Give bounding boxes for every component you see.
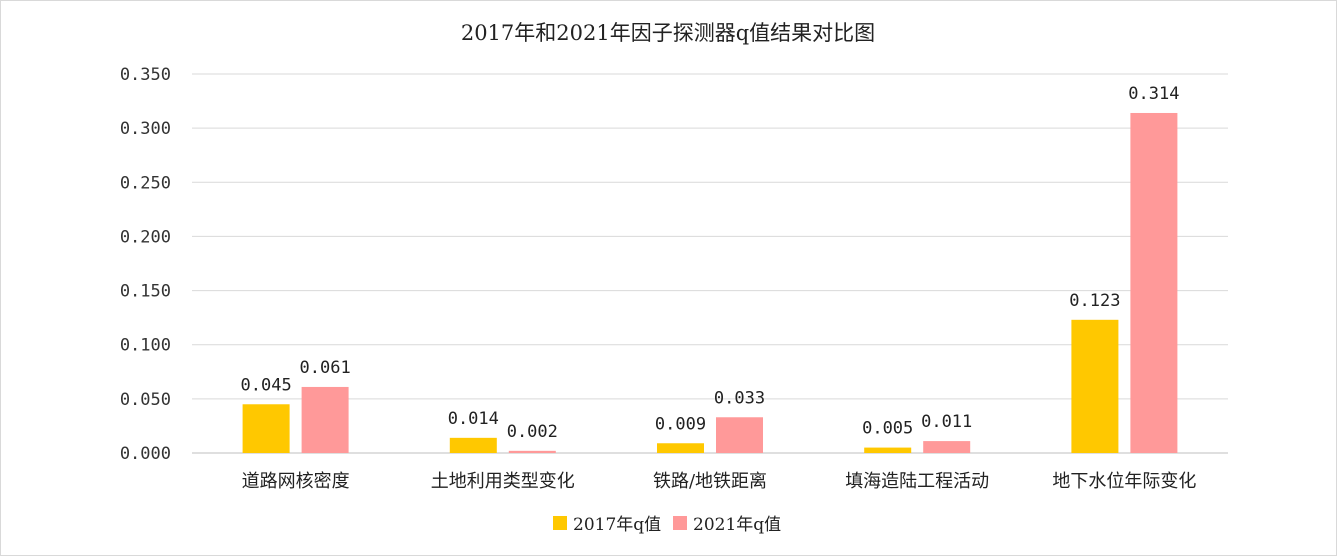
data-label: 0.009 [655,414,706,434]
x-axis: 道路网核密度 土地利用类型变化 铁路/地铁距离 填海造陆工程活动 地下水位年际变化 [242,471,1197,492]
data-label: 0.314 [1128,84,1179,104]
chart-title: 2017年和2021年因子探测器q值结果对比图 [461,21,875,45]
gridlines [192,73,1228,454]
x-category-label: 填海造陆工程活动 [845,471,989,492]
bar-2021-0 [301,386,349,453]
legend-label-0: 2017年q值 [573,515,661,535]
y-tick-label: 0.250 [120,173,171,193]
y-tick-label: 0.100 [120,336,171,356]
data-label: 0.014 [448,409,499,429]
bar-2021-1 [508,450,556,453]
x-category-label: 道路网核密度 [242,471,350,492]
data-label: 0.002 [507,422,558,442]
legend-label-1: 2021年q值 [693,515,781,535]
y-tick-label: 0.050 [120,390,171,410]
x-category-label: 地下水位年际变化 [1052,471,1196,492]
y-axis: 0.000 0.050 0.100 0.150 0.200 0.250 0.300 0.350 [120,65,171,464]
y-tick-label: 0.000 [120,444,171,464]
bar-2021-4 [1130,112,1178,454]
y-tick-label: 0.150 [120,282,171,302]
bar-2021-2 [716,417,763,453]
data-label: 0.045 [241,375,292,395]
bar-2017-2 [657,443,704,453]
bar-2017-3 [864,447,912,453]
bar-2017-0 [242,404,290,453]
y-tick-label: 0.350 [120,65,171,85]
bar-2017-4 [1071,319,1119,453]
data-label: 0.005 [862,419,913,439]
data-label: 0.033 [714,388,765,408]
data-label: 0.061 [300,358,351,378]
y-tick-label: 0.200 [120,227,171,247]
data-label: 0.123 [1069,291,1120,311]
bar-2021-3 [923,441,971,453]
x-category-label: 土地利用类型变化 [431,471,575,492]
y-tick-label: 0.300 [120,119,171,139]
bars: 0.045 0.061 0.014 0.002 0.009 0.033 0.005 0.011… [241,84,1179,454]
x-category-label: 铁路/地铁距离 [653,471,767,492]
bar-2017-1 [449,437,497,453]
data-label: 0.011 [921,412,972,432]
legend: 2017年q值 2021年q值 [553,515,781,535]
legend-swatch-0 [553,516,567,530]
legend-swatch-1 [673,516,687,530]
